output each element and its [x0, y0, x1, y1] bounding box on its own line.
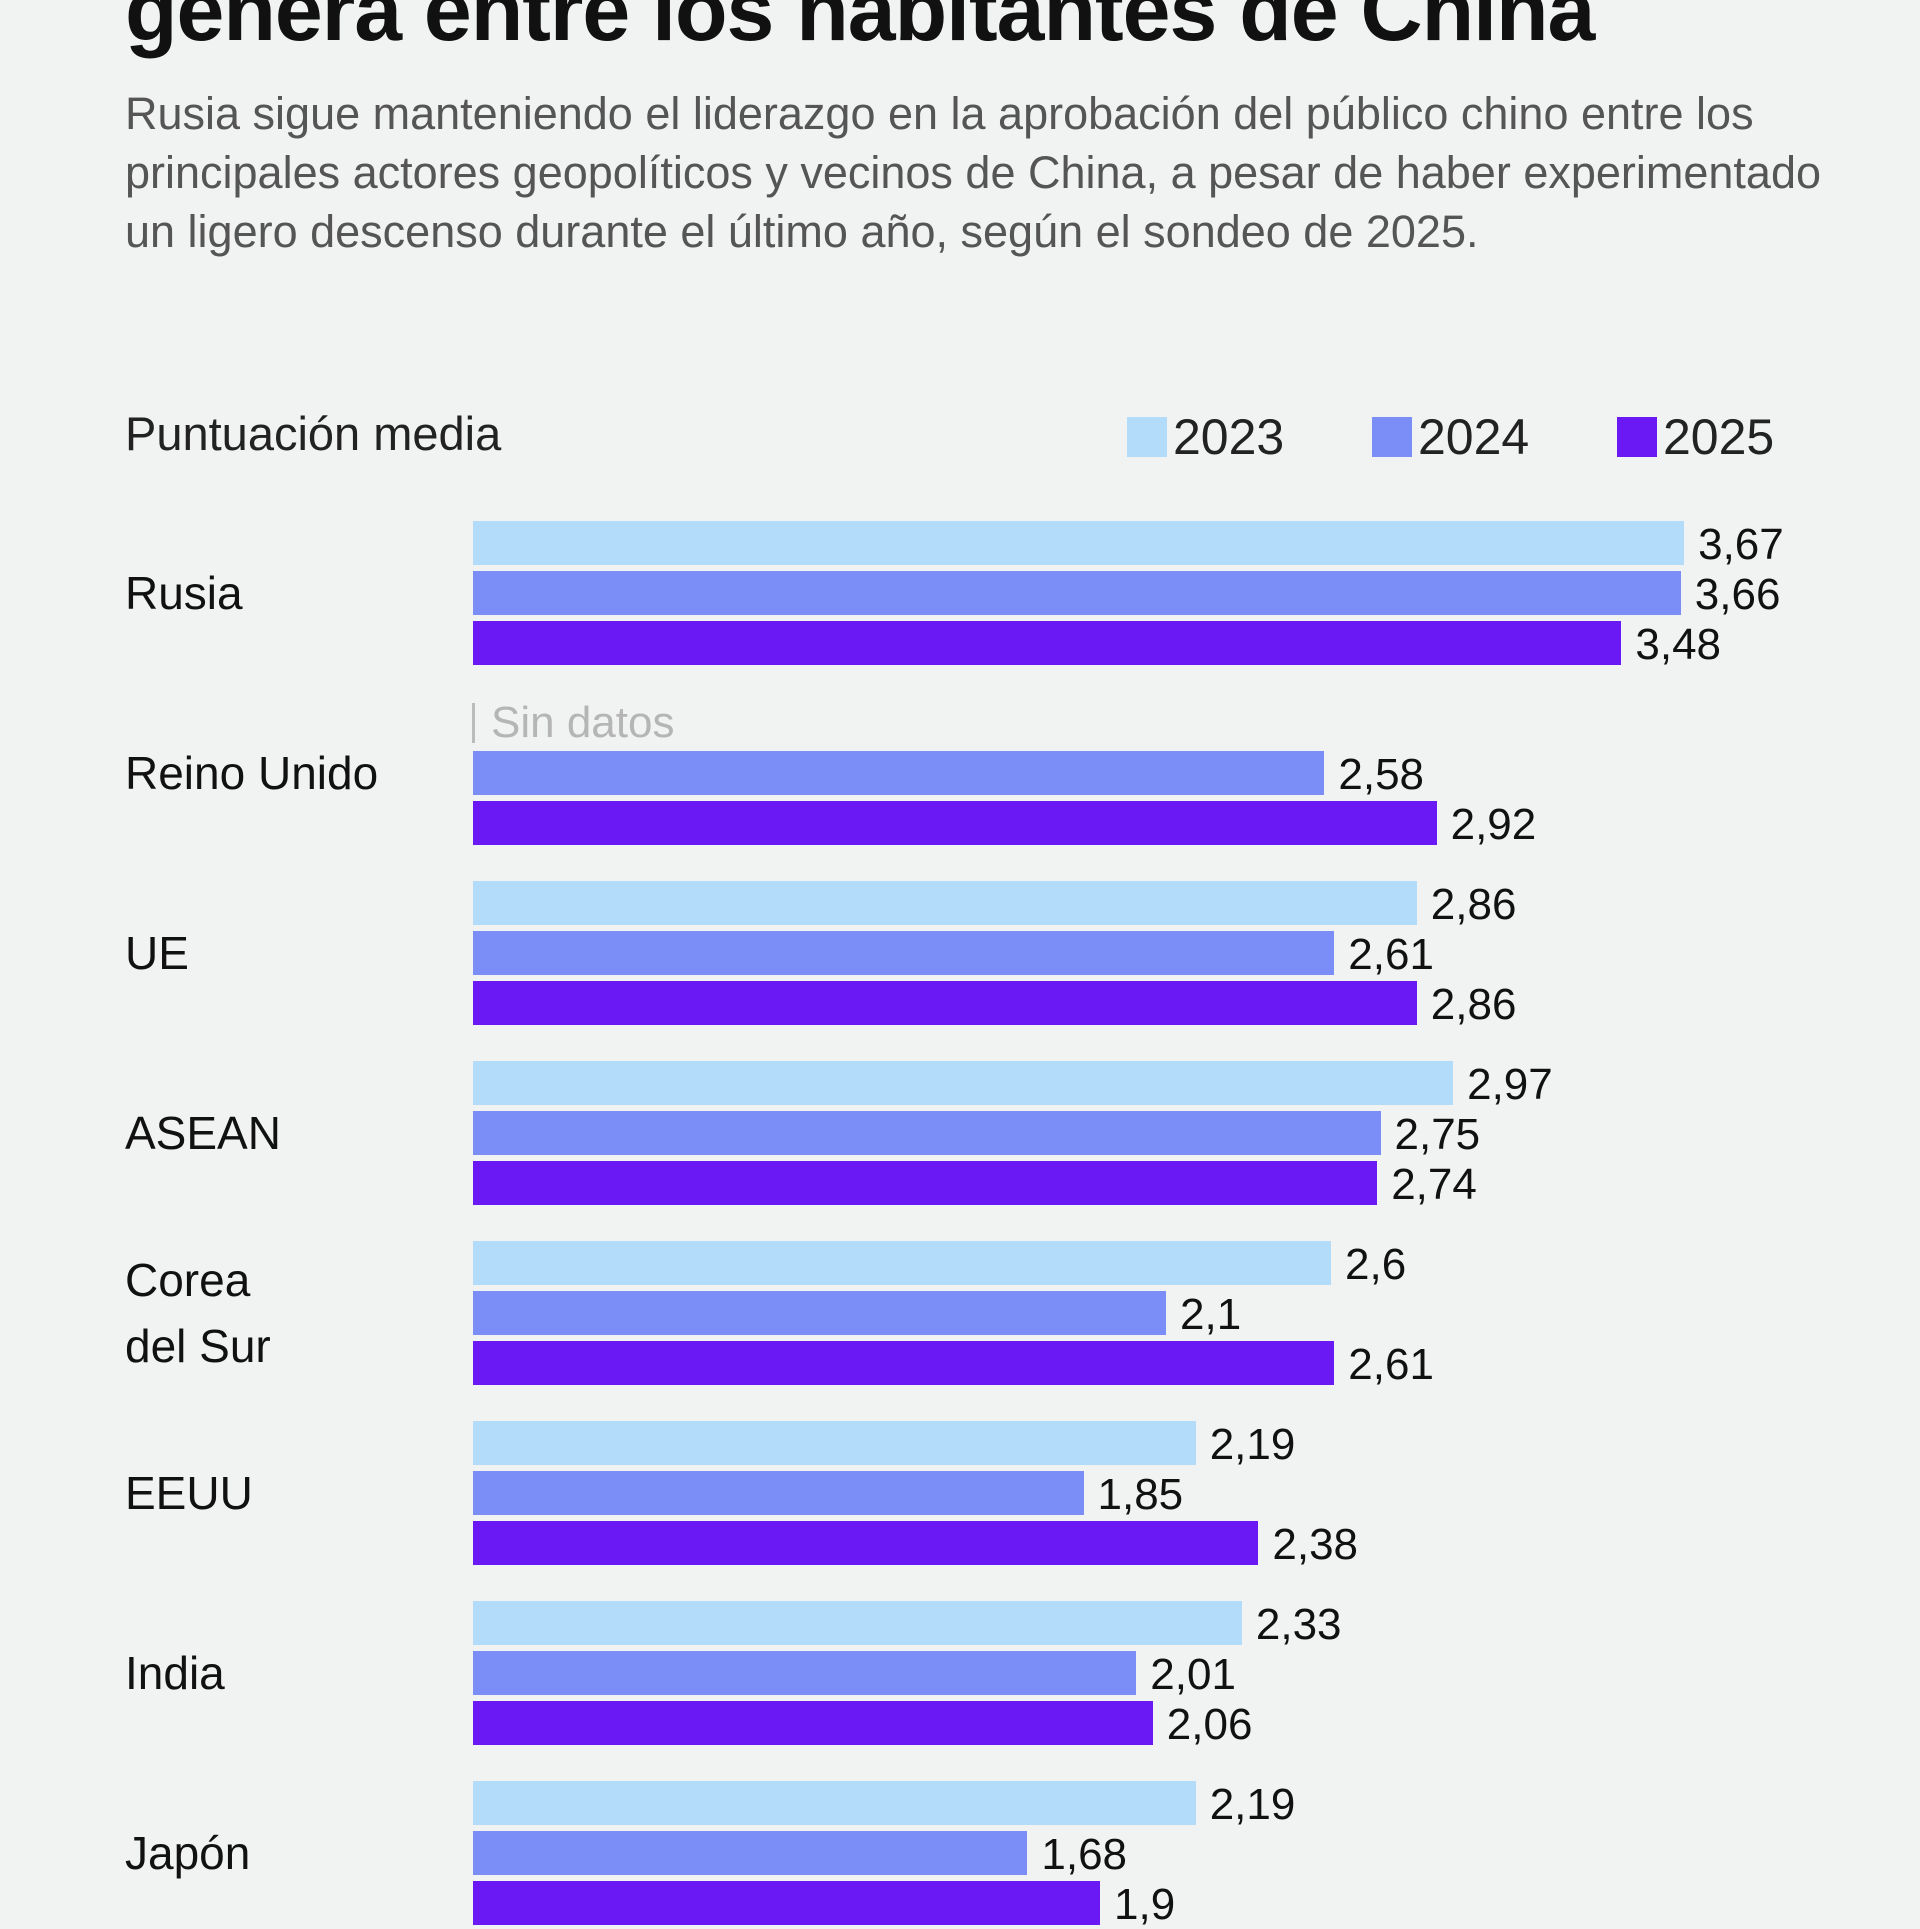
chart-title: genera entre los habitantes de China	[125, 0, 1595, 59]
data-label: 3,66	[1694, 570, 1781, 619]
legend-label: 2024	[1418, 409, 1530, 465]
data-label: 2,19	[1209, 1780, 1296, 1829]
legend-item-2024: 2024	[1372, 408, 1529, 466]
bar-2025	[473, 981, 1417, 1025]
legend-label: 2025	[1663, 409, 1775, 465]
data-label: 1,85	[1097, 1470, 1184, 1519]
no-data-label: Sin datos	[491, 698, 675, 747]
data-label: 2,61	[1348, 1340, 1434, 1389]
bar-2023	[473, 1061, 1454, 1105]
category-label: India	[125, 1647, 225, 1699]
data-label: 2,6	[1345, 1240, 1407, 1289]
data-label: 2,19	[1209, 1420, 1296, 1469]
bar-2024	[473, 1471, 1084, 1515]
bar-2024	[473, 1651, 1137, 1695]
data-label: 2,33	[1255, 1600, 1342, 1649]
axis-label: Puntuación media	[125, 407, 502, 460]
bar-2023	[473, 1781, 1196, 1825]
data-label: 2,58	[1338, 750, 1425, 799]
category-label: Corea del Sur	[125, 1254, 271, 1372]
bar-2024	[473, 1111, 1381, 1155]
legend-item-2025: 2025	[1617, 408, 1774, 466]
data-label: 2,86	[1430, 880, 1517, 929]
data-label: 2,74	[1391, 1160, 1477, 1209]
bar-2025	[473, 1701, 1153, 1745]
data-label: 3,48	[1635, 620, 1722, 669]
bar-2025	[473, 1341, 1335, 1385]
category-label: EEUU	[125, 1467, 253, 1519]
data-label: 2,1	[1180, 1290, 1242, 1339]
bar-2024	[473, 931, 1335, 975]
category-label: Rusia	[125, 567, 243, 619]
legend-item-2023: 2023	[1127, 408, 1284, 466]
data-label: 2,38	[1272, 1520, 1359, 1569]
bar-2023	[473, 881, 1417, 925]
data-label: 2,61	[1348, 930, 1434, 979]
data-label: 2,86	[1430, 980, 1517, 1029]
bar-2025	[473, 1161, 1378, 1205]
data-label: 2,01	[1150, 1650, 1236, 1699]
legend-swatch	[1617, 417, 1657, 457]
bar-2024	[473, 751, 1325, 795]
bar-2025	[473, 621, 1622, 665]
data-label: 2,92	[1450, 800, 1537, 849]
bar-2025	[473, 801, 1437, 845]
bar-2023	[473, 1601, 1242, 1645]
bar-2024	[473, 1831, 1028, 1875]
bar-2023	[473, 1421, 1196, 1465]
data-label: 1,9	[1114, 1880, 1176, 1929]
data-label: 1,68	[1041, 1830, 1128, 1879]
category-label: Reino Unido	[125, 747, 379, 799]
bar-2023	[473, 521, 1685, 565]
legend-swatch	[1127, 417, 1167, 457]
no-data-marker	[472, 703, 475, 743]
data-label: 2,75	[1394, 1110, 1481, 1159]
bar-2024	[473, 571, 1681, 615]
category-label: ASEAN	[125, 1107, 281, 1159]
category-label: Japón	[125, 1827, 251, 1879]
legend-label: 2023	[1173, 409, 1285, 465]
bar-2024	[473, 1291, 1166, 1335]
data-label: 2,06	[1166, 1700, 1253, 1749]
data-label: 2,97	[1467, 1060, 1553, 1109]
category-label: UE	[125, 927, 189, 979]
bar-2025	[473, 1881, 1100, 1925]
data-label: 3,67	[1698, 520, 1784, 569]
bar-2023	[473, 1241, 1331, 1285]
legend-swatch	[1372, 417, 1412, 457]
bar-2025	[473, 1521, 1259, 1565]
chart-subtitle: Rusia sigue manteniendo el liderazgo en …	[125, 88, 1822, 257]
